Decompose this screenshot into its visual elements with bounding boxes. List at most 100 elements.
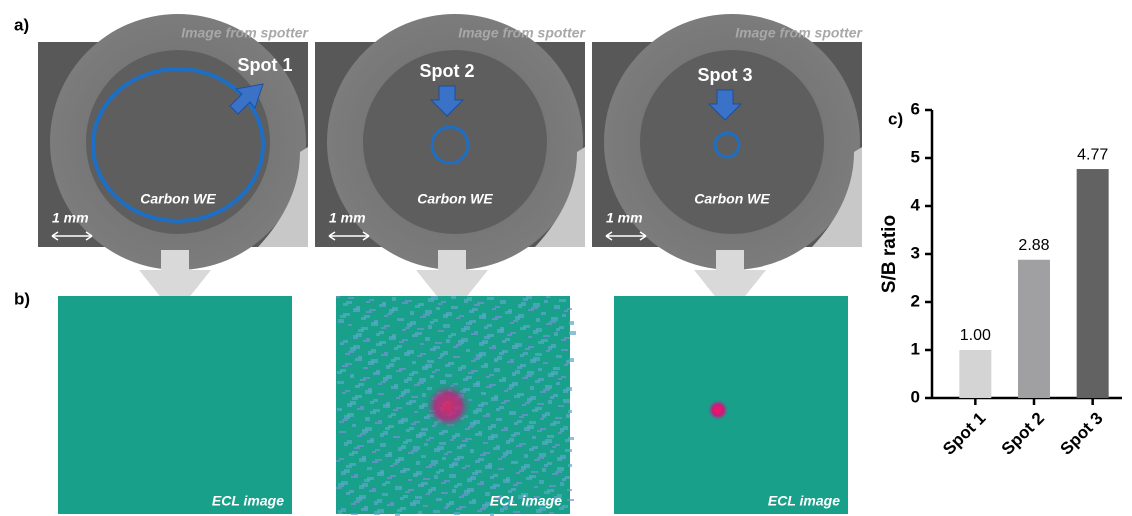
noise — [523, 298, 528, 301]
noise — [560, 482, 564, 486]
noise — [404, 379, 408, 383]
noise — [483, 442, 488, 444]
noise — [522, 404, 526, 406]
noise — [360, 433, 366, 435]
noise — [351, 513, 358, 515]
noise — [452, 435, 456, 439]
noise — [569, 331, 576, 335]
noise — [443, 324, 450, 328]
noise — [363, 367, 368, 369]
noise — [492, 308, 496, 310]
noise — [370, 411, 376, 414]
noise — [478, 404, 484, 407]
noise — [352, 424, 356, 427]
noise — [554, 305, 560, 309]
noise — [531, 471, 538, 473]
noise — [533, 330, 538, 334]
noise — [393, 409, 398, 411]
noise — [343, 303, 348, 306]
noise — [390, 475, 396, 477]
noise — [355, 358, 362, 361]
noise — [367, 440, 374, 443]
noise — [480, 508, 486, 510]
noise — [550, 396, 554, 399]
noise — [541, 312, 546, 315]
noise — [492, 345, 496, 347]
noise — [345, 363, 352, 365]
noise — [382, 483, 386, 486]
noise — [458, 367, 462, 371]
x-tick-label: Spot 1 — [939, 409, 989, 459]
noise — [545, 385, 552, 389]
noise — [444, 453, 448, 455]
noise — [540, 391, 546, 393]
noise — [339, 431, 346, 433]
noise — [446, 503, 450, 507]
noise — [395, 486, 402, 490]
noise — [550, 423, 556, 426]
noise — [396, 407, 402, 409]
noise — [539, 453, 546, 457]
noise — [374, 511, 380, 515]
noise — [436, 498, 442, 501]
noise — [537, 403, 544, 405]
noise — [379, 304, 386, 307]
noise — [462, 440, 468, 442]
noise — [543, 389, 550, 391]
noise — [536, 509, 542, 513]
noise — [510, 359, 514, 361]
noise — [489, 347, 496, 349]
noise — [543, 335, 550, 337]
noise — [386, 365, 390, 369]
noise — [534, 459, 540, 461]
noise — [517, 366, 522, 369]
noise — [537, 430, 542, 432]
ecl-caption: ECL image — [490, 493, 562, 509]
noise — [567, 499, 574, 501]
noise — [402, 339, 408, 341]
panel-label: c) — [888, 109, 903, 128]
noise — [548, 400, 552, 404]
noise — [499, 352, 504, 355]
noise — [397, 318, 404, 321]
noise — [410, 502, 416, 506]
noise — [357, 445, 364, 447]
noise — [456, 344, 462, 346]
noise — [417, 355, 422, 357]
noise — [548, 346, 552, 350]
noise — [411, 396, 418, 398]
noise — [403, 441, 408, 444]
noise — [370, 401, 374, 404]
noise — [346, 492, 350, 495]
noise — [546, 350, 550, 352]
noise — [555, 444, 560, 446]
noise — [507, 361, 514, 363]
noise — [430, 348, 436, 351]
noise — [378, 383, 382, 385]
spot-label: Spot 2 — [419, 61, 474, 81]
noise — [363, 340, 370, 342]
noise — [452, 489, 456, 493]
noise — [340, 315, 346, 318]
noise — [369, 299, 374, 301]
noise — [489, 374, 494, 376]
noise — [359, 485, 364, 489]
noise — [345, 390, 350, 392]
noise — [560, 428, 564, 432]
noise — [354, 501, 360, 503]
noise — [339, 421, 344, 423]
noise — [443, 314, 448, 318]
noise — [408, 489, 414, 491]
noise — [389, 309, 394, 313]
noise — [481, 365, 488, 368]
noise — [407, 323, 412, 327]
noise — [412, 361, 416, 364]
noise — [438, 357, 442, 359]
noise — [487, 297, 494, 300]
noise — [373, 372, 380, 375]
noise — [420, 343, 424, 345]
noise — [522, 414, 528, 416]
noise — [402, 329, 406, 331]
noise — [477, 510, 482, 512]
noise — [471, 333, 478, 335]
